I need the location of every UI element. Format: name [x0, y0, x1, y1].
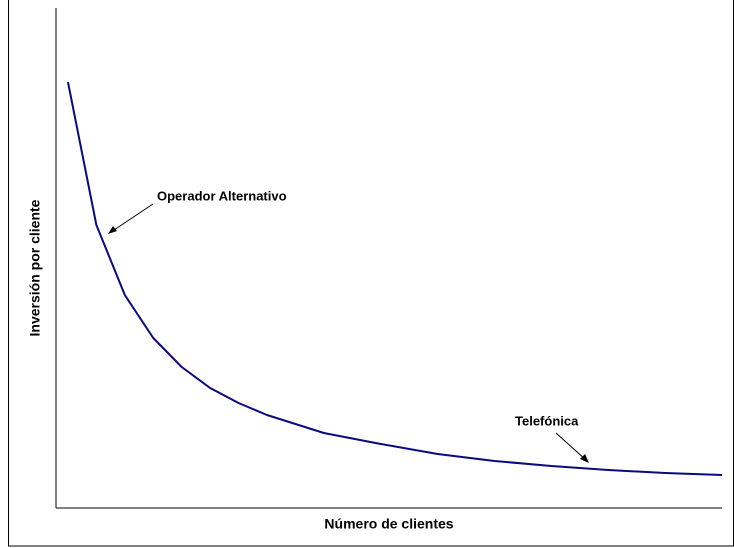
annotation: Telefónica [515, 413, 579, 428]
y-axis-label: Inversión por cliente [27, 199, 43, 336]
annotation-arrow [555, 432, 587, 461]
annotation-arrow [110, 203, 154, 233]
arrow-head [108, 226, 117, 234]
arrow-head [580, 454, 589, 463]
x-axis-label: Número de clientes [324, 516, 453, 532]
line-series [66, 81, 723, 476]
chart-frame [8, 0, 734, 547]
annotation: Operador Alternativo [157, 188, 287, 203]
